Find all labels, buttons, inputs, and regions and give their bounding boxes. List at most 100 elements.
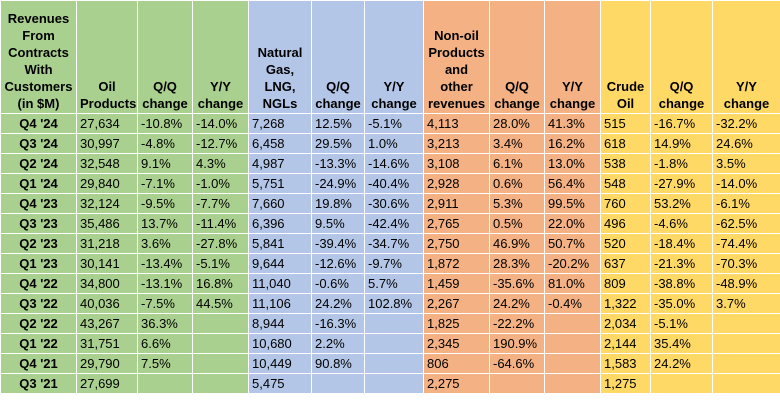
cell-non-oil-qq: 0.6%	[489, 173, 545, 194]
cell-gas-yy	[364, 313, 424, 334]
cell-gas-qq: -12.6%	[311, 253, 365, 274]
cell-non-oil-yy: 99.5%	[544, 193, 601, 214]
cell-crude-yy	[712, 373, 780, 394]
cell-period: Q2 '22	[0, 313, 77, 334]
cell-crude-oil: 637	[600, 253, 651, 274]
header-non-oil: Non-oil Products and other revenues	[423, 0, 490, 114]
cell-natural-gas: 5,841	[248, 233, 312, 254]
cell-oil-yy: -11.4%	[192, 213, 249, 234]
cell-oil-qq: -13.4%	[137, 253, 193, 274]
cell-crude-oil: 2,144	[600, 333, 651, 354]
cell-crude-yy: -48.9%	[712, 273, 780, 294]
cell-period: Q2 '23	[0, 233, 77, 254]
cell-gas-qq: -16.3%	[311, 313, 365, 334]
cell-crude-qq: 35.4%	[650, 333, 713, 354]
header-oil-products: Oil Products	[76, 0, 138, 114]
cell-natural-gas: 6,458	[248, 133, 312, 154]
cell-oil-qq: -10.8%	[137, 113, 193, 134]
table-row: Q3 '23 35,486 13.7% -11.4% 6,396 9.5% -42.4% 2,…	[0, 213, 780, 234]
table-row: Q4 '24 27,634 -10.8% -14.0% 7,268 12.5% -5.1% 4…	[0, 113, 780, 134]
cell-oil-yy: -7.7%	[192, 193, 249, 214]
cell-non-oil: 3,108	[423, 153, 490, 174]
cell-oil-qq: -9.5%	[137, 193, 193, 214]
cell-period: Q3 '21	[0, 373, 77, 394]
header-non-oil-yy: Y/Y change	[544, 0, 601, 114]
cell-non-oil: 1,459	[423, 273, 490, 294]
cell-crude-yy: -6.1%	[712, 193, 780, 214]
cell-oil-qq: 9.1%	[137, 153, 193, 174]
cell-natural-gas: 11,106	[248, 293, 312, 314]
table-row: Q3 '21 27,699 5,475 2,275 1,275	[0, 373, 780, 394]
cell-crude-qq: -5.1%	[650, 313, 713, 334]
cell-crude-oil: 1,322	[600, 293, 651, 314]
cell-period: Q2 '24	[0, 153, 77, 174]
cell-natural-gas: 8,944	[248, 313, 312, 334]
cell-crude-qq: 53.2%	[650, 193, 713, 214]
table-row: Q3 '22 40,036 -7.5% 44.5% 11,106 24.2% 102.8% 2…	[0, 293, 780, 314]
table-row: Q2 '24 32,548 9.1% 4.3% 4,987 -13.3% -14.6% 3,1…	[0, 153, 780, 174]
header-gas-qq: Q/Q change	[311, 0, 365, 114]
cell-oil-products: 31,751	[76, 333, 138, 354]
cell-non-oil-qq: 28.3%	[489, 253, 545, 274]
cell-non-oil-yy	[544, 373, 601, 394]
cell-oil-products: 27,634	[76, 113, 138, 134]
cell-crude-yy: -70.3%	[712, 253, 780, 274]
cell-non-oil: 2,750	[423, 233, 490, 254]
cell-oil-yy: 16.8%	[192, 273, 249, 294]
cell-gas-yy: -34.7%	[364, 233, 424, 254]
cell-crude-qq: -18.4%	[650, 233, 713, 254]
cell-crude-qq: 24.2%	[650, 353, 713, 374]
cell-non-oil-yy: 13.0%	[544, 153, 601, 174]
cell-non-oil: 1,825	[423, 313, 490, 334]
cell-crude-qq	[650, 373, 713, 394]
cell-oil-qq: -7.1%	[137, 173, 193, 194]
cell-period: Q4 '24	[0, 113, 77, 134]
cell-gas-yy: -40.4%	[364, 173, 424, 194]
cell-gas-qq: -24.9%	[311, 173, 365, 194]
cell-crude-yy: -62.5%	[712, 213, 780, 234]
cell-period: Q1 '23	[0, 253, 77, 274]
cell-non-oil-yy: 22.0%	[544, 213, 601, 234]
cell-natural-gas: 5,475	[248, 373, 312, 394]
cell-crude-yy: -32.2%	[712, 113, 780, 134]
cell-gas-qq: -13.3%	[311, 153, 365, 174]
cell-crude-oil: 548	[600, 173, 651, 194]
cell-period: Q4 '21	[0, 353, 77, 374]
cell-gas-yy: 5.7%	[364, 273, 424, 294]
cell-gas-qq: -0.6%	[311, 273, 365, 294]
cell-oil-qq: -4.8%	[137, 133, 193, 154]
cell-non-oil: 3,213	[423, 133, 490, 154]
table-row: Q4 '21 29,790 7.5% 10,449 90.8% 806 -64.6% 1,58…	[0, 353, 780, 374]
table-row: Q1 '22 31,751 6.6% 10,680 2.2% 2,345 190.9% 2,1…	[0, 333, 780, 354]
cell-crude-oil: 809	[600, 273, 651, 294]
cell-oil-products: 30,997	[76, 133, 138, 154]
header-row: Revenues From Contracts With Customers (…	[0, 0, 780, 114]
revenue-table: Revenues From Contracts With Customers (…	[0, 0, 780, 394]
cell-oil-qq: 3.6%	[137, 233, 193, 254]
cell-oil-yy	[192, 313, 249, 334]
cell-non-oil-qq: 5.3%	[489, 193, 545, 214]
cell-crude-qq: -4.6%	[650, 213, 713, 234]
cell-non-oil-qq	[489, 373, 545, 394]
cell-non-oil-yy	[544, 333, 601, 354]
cell-crude-oil: 1,275	[600, 373, 651, 394]
cell-non-oil-qq: 0.5%	[489, 213, 545, 234]
cell-gas-qq	[311, 373, 365, 394]
cell-oil-yy: -27.8%	[192, 233, 249, 254]
cell-oil-qq: -13.1%	[137, 273, 193, 294]
header-crude-oil: Crude Oil	[600, 0, 651, 114]
cell-period: Q4 '23	[0, 193, 77, 214]
cell-oil-yy: -5.1%	[192, 253, 249, 274]
cell-gas-yy: 102.8%	[364, 293, 424, 314]
cell-crude-qq: -27.9%	[650, 173, 713, 194]
cell-non-oil-qq: 46.9%	[489, 233, 545, 254]
cell-crude-qq: -35.0%	[650, 293, 713, 314]
cell-oil-yy: -1.0%	[192, 173, 249, 194]
cell-crude-yy: 24.6%	[712, 133, 780, 154]
cell-gas-qq: 9.5%	[311, 213, 365, 234]
cell-oil-yy	[192, 353, 249, 374]
cell-oil-products: 35,486	[76, 213, 138, 234]
cell-oil-yy	[192, 373, 249, 394]
table-row: Q2 '23 31,218 3.6% -27.8% 5,841 -39.4% -34.7% 2…	[0, 233, 780, 254]
header-natural-gas: Natural Gas, LNG, NGLs	[248, 0, 312, 114]
